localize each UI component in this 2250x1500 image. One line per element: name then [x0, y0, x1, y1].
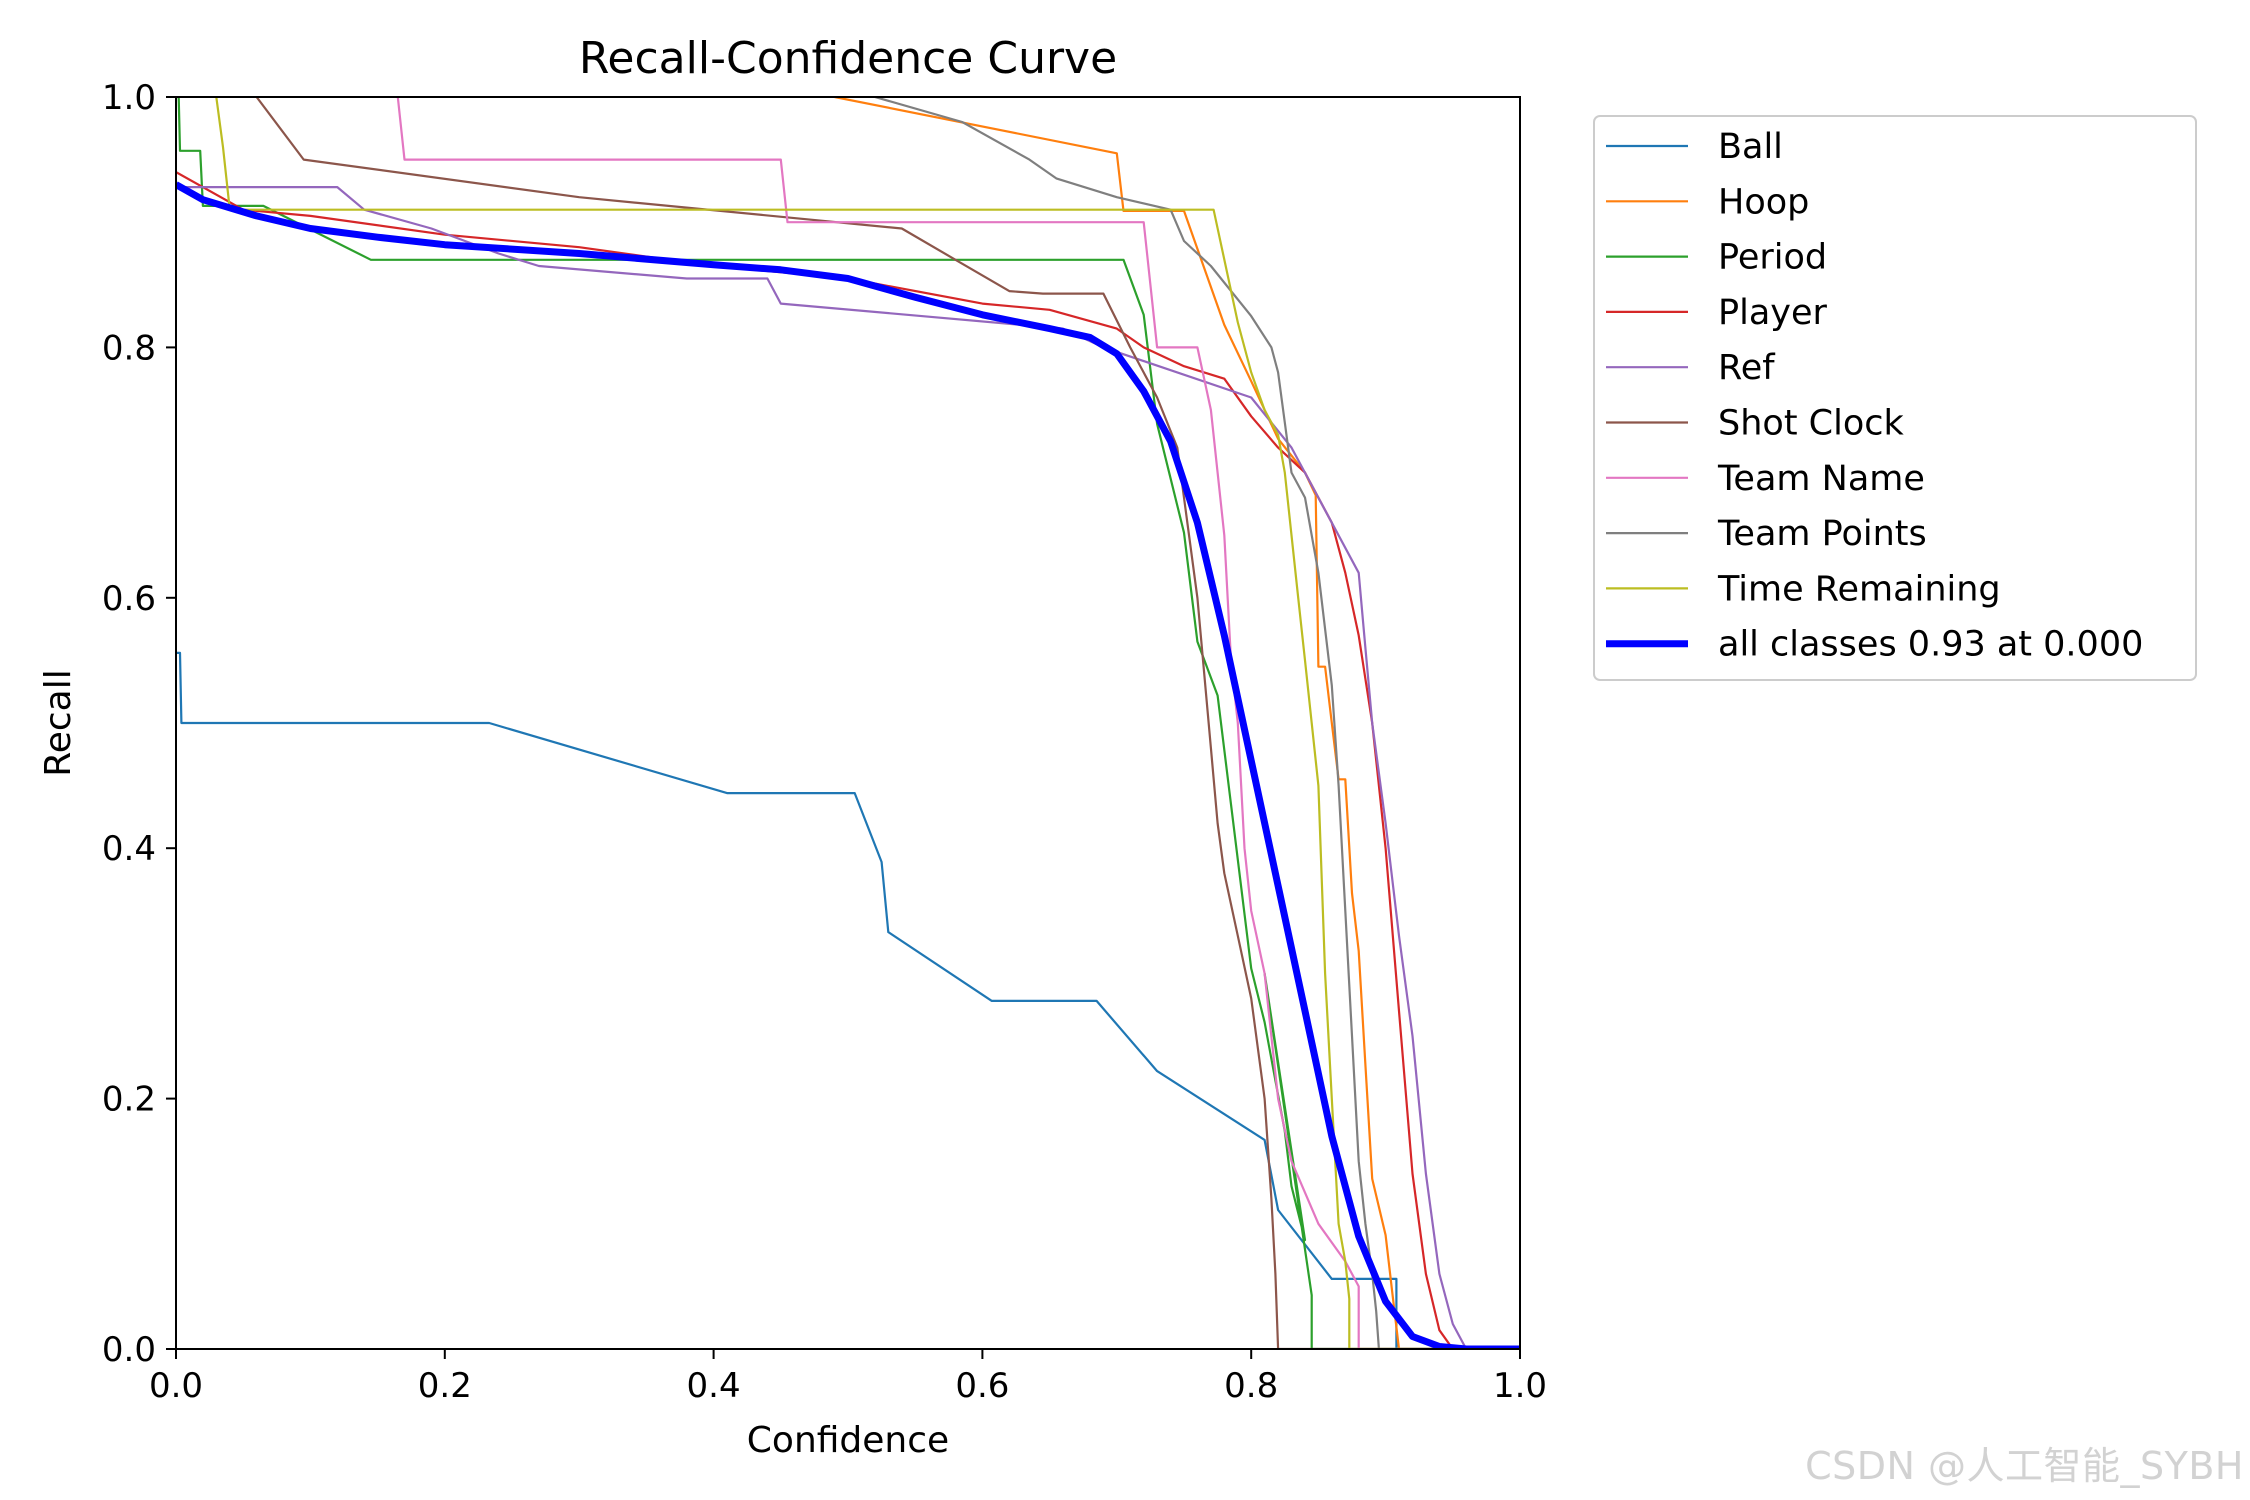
- series-line-time-remaining: [215, 97, 1520, 1349]
- x-axis-ticks: 0.0 0.2 0.4 0.6 0.8 1.0: [149, 1349, 1547, 1406]
- legend-box: [1593, 115, 2197, 681]
- chart-title: Recall-Confidence Curve: [579, 33, 1117, 84]
- series-line-all-classes-0-93-at-0-000: [176, 181, 1520, 1349]
- legend-label: Shot Clock: [1718, 404, 1904, 444]
- x-axis-label: Confidence: [747, 1420, 949, 1461]
- series-line-shot-clock: [255, 97, 1520, 1349]
- y-tick-label: 0.0: [102, 1330, 156, 1370]
- series-line-player: [176, 171, 1520, 1349]
- x-tick-label: 0.2: [418, 1366, 472, 1406]
- legend-label: Hoop: [1718, 182, 1809, 222]
- legend-label: Player: [1718, 293, 1828, 333]
- plot-frame: [175, 96, 1521, 1350]
- series-line-team-points: [874, 97, 1520, 1349]
- legend-label: Ref: [1718, 348, 1775, 388]
- series-line-hoop: [834, 97, 1520, 1349]
- legend-label: Team Name: [1717, 459, 1925, 499]
- y-tick-label: 0.8: [102, 328, 156, 368]
- x-tick-label: 0.0: [149, 1366, 203, 1406]
- y-axis-label: Recall: [38, 669, 79, 776]
- y-tick-label: 0.2: [102, 1080, 156, 1120]
- legend-label: Team Points: [1717, 514, 1927, 554]
- x-tick-label: 0.6: [955, 1366, 1009, 1406]
- x-tick-label: 0.4: [687, 1366, 741, 1406]
- legend-label: Period: [1718, 238, 1827, 278]
- legend-label: all classes 0.93 at 0.000: [1718, 625, 2143, 665]
- series-line-ref: [176, 186, 1520, 1349]
- x-tick-label: 0.8: [1224, 1366, 1278, 1406]
- legend-label: Ball: [1718, 127, 1783, 167]
- legend-label: Time Remaining: [1717, 569, 2001, 609]
- y-tick-label: 0.6: [102, 579, 156, 619]
- y-tick-label: 1.0: [102, 78, 156, 118]
- series-line-ball: [176, 651, 1520, 1349]
- y-axis-ticks: 0.0 0.2 0.4 0.6 0.8 1.0: [102, 78, 176, 1370]
- watermark: CSDN @人工智能_SYBH: [1805, 1444, 2244, 1488]
- legend: Ball Hoop Period Player Ref Shot Clock Team Na…: [1593, 115, 2197, 681]
- series-line-team-name: [396, 97, 1520, 1349]
- series-layer: [176, 97, 1520, 1349]
- x-tick-label: 1.0: [1493, 1366, 1547, 1406]
- y-tick-label: 0.4: [102, 829, 156, 869]
